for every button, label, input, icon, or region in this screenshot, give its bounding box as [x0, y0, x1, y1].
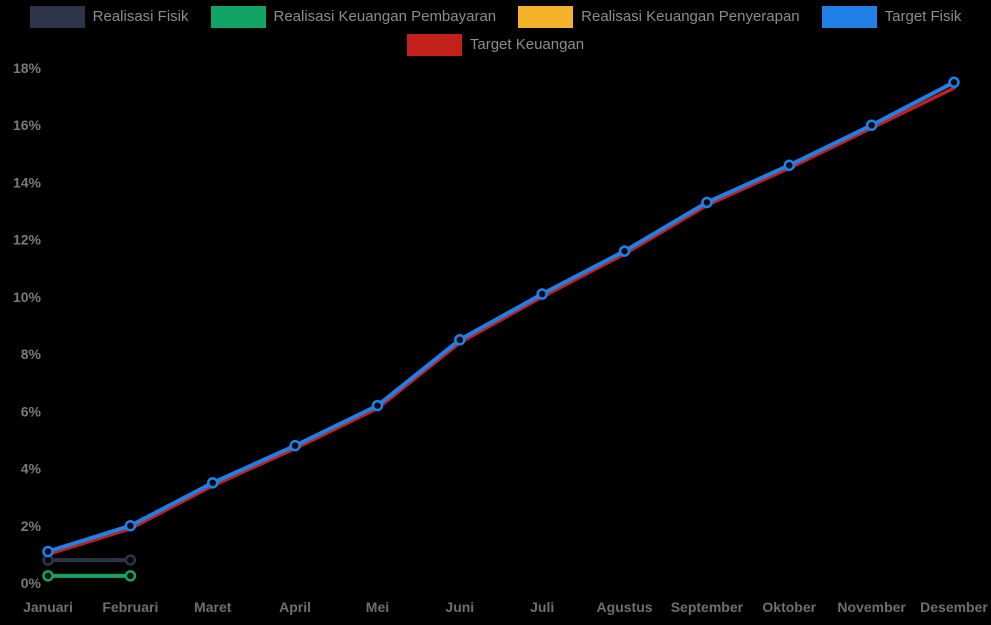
x-axis-label-juni: Juni [445, 599, 474, 615]
y-axis-label: 0% [21, 575, 42, 591]
data-point-target-fisik-april[interactable] [289, 439, 301, 452]
y-axis-label: 16% [13, 117, 42, 133]
x-axis-label-april: April [279, 599, 311, 615]
legend-item-target-keuangan[interactable]: Target Keuangan [406, 34, 585, 56]
legend-swatch [518, 6, 574, 28]
data-point-target-fisik-september[interactable] [701, 196, 713, 209]
legend-item-realisasi-fisik[interactable]: Realisasi Fisik [29, 6, 189, 28]
legend-swatch [406, 34, 462, 56]
legend-label: Realisasi Keuangan Pembayaran [273, 8, 497, 25]
data-point-target-fisik-maret[interactable] [206, 477, 219, 489]
legend-swatch [821, 6, 877, 28]
data-point-target-fisik-juni[interactable] [454, 334, 466, 346]
series-line-target-fisik [46, 80, 956, 554]
legend-label: Target Fisik [884, 8, 962, 25]
data-point-realisasi-keuangan-pembayaran-februari[interactable] [124, 570, 137, 582]
data-point-target-fisik-juli[interactable] [536, 288, 548, 300]
data-point-target-fisik-desember[interactable] [948, 76, 960, 89]
x-axis-label-oktober: Oktober [762, 599, 816, 615]
legend-label: Realisasi Fisik [92, 8, 189, 25]
legend-item-realisasi-keuangan-penyerapan[interactable]: Realisasi Keuangan Penyerapan [518, 6, 800, 28]
data-point-target-fisik-februari[interactable] [124, 520, 137, 532]
data-point-target-fisik-agustus[interactable] [618, 245, 631, 257]
y-axis-label: 2% [21, 518, 42, 534]
x-axis-label-februari: Februari [102, 599, 158, 615]
x-axis-label-maret: Maret [194, 599, 232, 615]
y-axis-label: 18% [13, 60, 42, 76]
chart-legend: Realisasi Fisik Realisasi Keuangan Pemba… [0, 6, 991, 56]
y-axis-label: 4% [21, 461, 42, 477]
x-axis-label-november: November [837, 599, 906, 615]
y-axis-label: 10% [13, 289, 42, 305]
x-axis-label-juli: Juli [530, 599, 554, 615]
y-axis-label: 6% [21, 403, 42, 419]
legend-item-realisasi-keuangan-pembayaran[interactable]: Realisasi Keuangan Pembayaran [210, 6, 497, 28]
y-axis-label: 8% [21, 346, 42, 362]
x-axis-label-september: September [671, 599, 744, 615]
data-point-realisasi-keuangan-pembayaran-januari[interactable] [42, 570, 54, 582]
legend-label: Target Keuangan [469, 36, 585, 53]
data-point-target-fisik-oktober[interactable] [783, 159, 796, 172]
data-point-target-fisik-mei[interactable] [371, 399, 384, 412]
x-axis-label-mei: Mei [366, 599, 389, 615]
data-point-realisasi-fisik-februari[interactable] [124, 554, 137, 566]
data-point-target-fisik-januari[interactable] [42, 545, 54, 558]
x-axis-label-desember: Desember [920, 599, 988, 615]
legend-swatch [210, 6, 266, 28]
legend-label: Realisasi Keuangan Penyerapan [581, 8, 800, 25]
legend-item-target-fisik[interactable]: Target Fisik [821, 6, 962, 28]
y-axis-label: 14% [13, 174, 42, 190]
data-point-target-fisik-november[interactable] [865, 119, 878, 131]
x-axis-label-januari: Januari [23, 599, 73, 615]
series-line-target-keuangan [46, 86, 956, 557]
legend-swatch [29, 6, 85, 28]
x-axis-label-agustus: Agustus [597, 599, 653, 615]
y-axis-label: 12% [13, 232, 42, 248]
